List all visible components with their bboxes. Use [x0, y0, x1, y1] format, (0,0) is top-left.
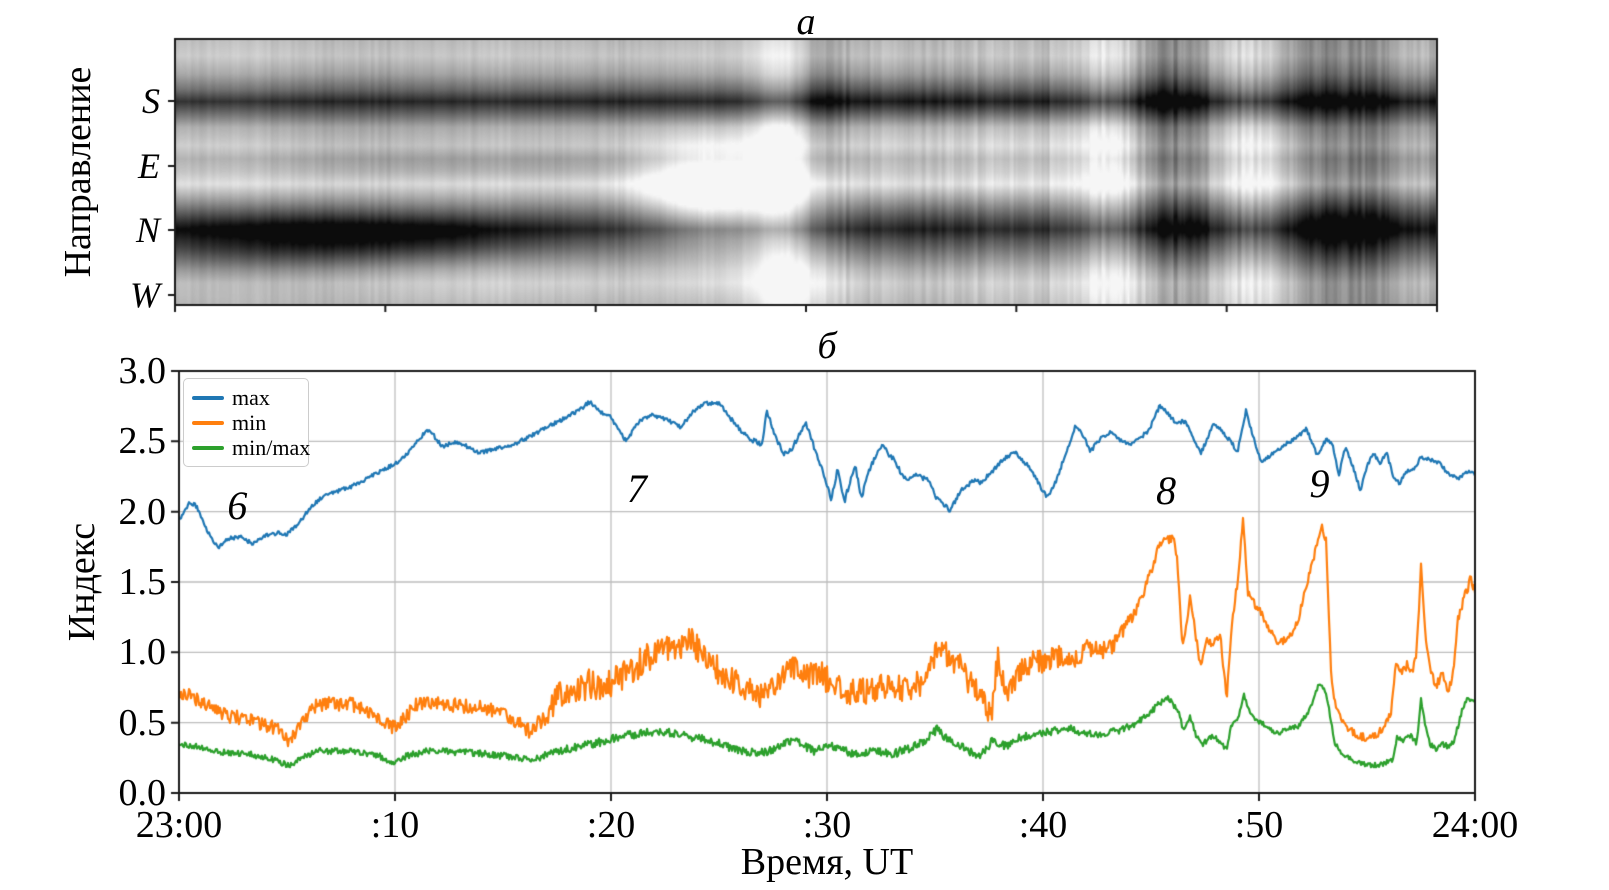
panel-a-title: a — [796, 1, 816, 43]
legend-entry-min: min — [192, 410, 300, 435]
annotation-8: 8 — [1156, 467, 1177, 513]
panel-b-xtick-label: :20 — [586, 804, 636, 846]
panel-b-xtick-label: :30 — [802, 804, 852, 846]
panel-b-ylabel: Индекс — [61, 522, 103, 642]
annotation-7: 7 — [626, 466, 647, 512]
panel-a-ytick-label-e: E — [138, 145, 160, 186]
panel-b-xtick-label: 24:00 — [1431, 804, 1519, 846]
panel-b-xtick-label: :40 — [1018, 804, 1068, 846]
panel-b-xtick-label: 23:00 — [135, 804, 223, 846]
annotation-9: 9 — [1309, 460, 1330, 506]
legend-entry-minmax: min/max — [192, 435, 310, 460]
panel-a-ytick-label-w: W — [130, 274, 160, 315]
panel-b-ytick-label: 0.0 — [118, 772, 167, 814]
panel-b-xlabel: Время, UT — [740, 841, 914, 883]
panel-a-ylabel: Направление — [57, 66, 99, 278]
panel-b-title: б — [817, 325, 837, 367]
legend-swatch-min-line — [192, 420, 224, 425]
annotation-6: 6 — [227, 483, 248, 529]
panel-b-ytick-label: 2.5 — [118, 420, 167, 463]
legend-swatch-minmax-line — [192, 445, 224, 450]
panel-a-ytick-label-s: S — [142, 80, 160, 121]
panel-b-xtick-label: :10 — [370, 804, 420, 846]
legend-swatch-max-line — [192, 395, 224, 400]
panel-b-ytick-label: 0.5 — [118, 701, 167, 744]
legend: max min min/max — [183, 378, 310, 467]
panel-b-ytick-label: 1.0 — [118, 631, 167, 674]
panel-b-ytick-label: 2.0 — [118, 490, 167, 533]
legend-label-minmax: min/max — [232, 434, 311, 460]
panel-a-ytick-label-n: N — [135, 209, 160, 250]
legend-entry-max: max — [192, 385, 300, 410]
panel-b-xtick-label: :50 — [1234, 804, 1284, 846]
legend-label-max: max — [232, 384, 270, 410]
panel-b-ytick-label: 1.5 — [118, 561, 167, 603]
legend-label-min: min — [232, 409, 267, 435]
panel-b-ytick-label: 3.0 — [118, 350, 167, 392]
